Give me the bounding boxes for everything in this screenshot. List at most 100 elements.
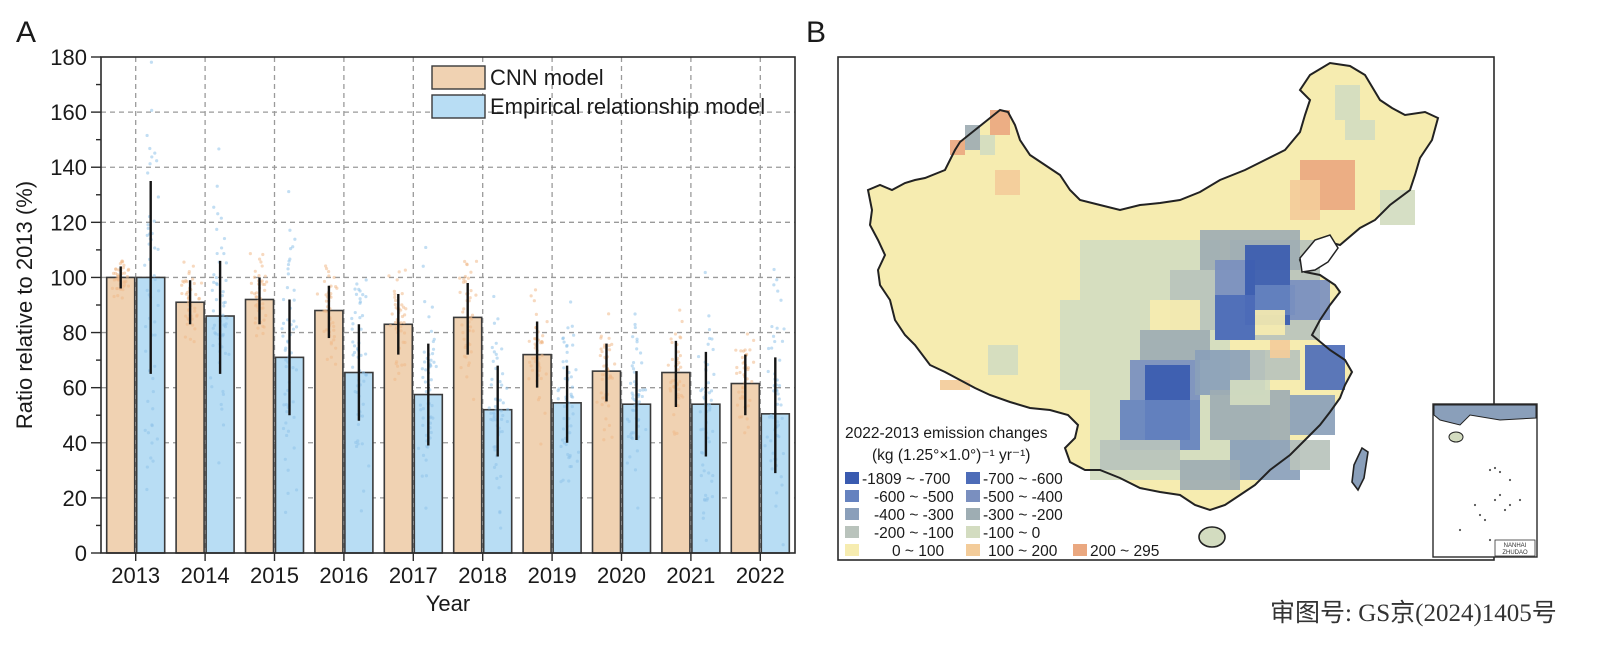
- scatter-point: [224, 278, 228, 283]
- scatter-point: [153, 333, 157, 337]
- scatter-point: [745, 332, 750, 336]
- scatter-point: [153, 246, 157, 250]
- scatter-point: [468, 325, 473, 329]
- scatter-point: [403, 363, 407, 367]
- scatter-point: [222, 301, 226, 305]
- scatter-point: [212, 323, 217, 327]
- bar-cnn-2013: [105, 276, 136, 554]
- scatter-point: [561, 336, 565, 341]
- scatter-point: [361, 402, 365, 406]
- scatter-point: [765, 435, 769, 439]
- scatter-point: [212, 205, 216, 209]
- scatter-point: [157, 289, 161, 293]
- scatter-point: [404, 307, 408, 311]
- scatter-point: [599, 334, 603, 338]
- scatter-point: [707, 440, 711, 444]
- inset-label-box: [1494, 539, 1536, 557]
- scatter-point: [253, 321, 257, 325]
- scatter-point: [429, 329, 434, 333]
- scatter-point: [220, 294, 224, 298]
- scatter-point: [224, 261, 228, 265]
- scatter-point: [780, 339, 785, 343]
- legend-swatch-empirical: [431, 94, 486, 119]
- scatter-point: [490, 377, 494, 381]
- scatter-point: [327, 269, 331, 274]
- scatter-point: [221, 392, 225, 396]
- scatter-point: [571, 343, 575, 347]
- scatter-point: [283, 510, 288, 514]
- scatter-point: [738, 370, 742, 375]
- scatter-point: [781, 543, 785, 547]
- scatter-point: [284, 358, 288, 362]
- scatter-point: [212, 273, 216, 277]
- scatter-point: [631, 367, 636, 371]
- scatter-point: [644, 427, 648, 432]
- scatter-point: [292, 446, 296, 450]
- scatter-point: [599, 391, 603, 395]
- scatter-point: [625, 461, 629, 465]
- emission-cell: [1335, 85, 1360, 120]
- scatter-point: [125, 275, 130, 279]
- scatter-point: [492, 412, 496, 416]
- scatter-point: [778, 358, 782, 362]
- scatter-point: [497, 486, 501, 490]
- scatter-point: [629, 435, 633, 439]
- scatter-point: [708, 408, 712, 412]
- scatter-point: [781, 451, 786, 456]
- bar-chart: 0 20 40 60 80 100 120 140 160 180 2013 2014 2015 2016…: [12, 45, 796, 616]
- scatter-point: [505, 386, 509, 390]
- scatter-point: [777, 383, 782, 388]
- scatter-point: [120, 259, 124, 263]
- scatter-point: [710, 495, 715, 499]
- scatter-point: [153, 320, 157, 324]
- scatter-point: [421, 264, 425, 268]
- y-tick-label: 140: [50, 155, 87, 180]
- scatter-point: [678, 354, 682, 358]
- scatter-point: [707, 471, 711, 475]
- scatter-point: [751, 360, 756, 364]
- scatter-point: [562, 366, 566, 370]
- scatter-point: [699, 389, 703, 393]
- scatter-point: [701, 451, 705, 455]
- map-legend-label: -1809 ~ -700: [862, 471, 951, 488]
- scatter-point: [494, 352, 498, 356]
- scatter-point: [397, 270, 401, 274]
- scatter-point: [707, 336, 712, 341]
- emission-cell: [1230, 380, 1270, 405]
- scatter-point: [388, 323, 393, 328]
- scatter-point: [492, 445, 496, 449]
- y-tick-label: 20: [63, 486, 87, 511]
- scatter-point: [352, 344, 357, 348]
- scatter-point: [676, 392, 680, 397]
- scatter-point: [701, 463, 705, 467]
- emission-cell: [1145, 365, 1190, 440]
- island-dot: [1493, 466, 1497, 470]
- bar-cnn-2019: [522, 353, 552, 554]
- scatter-point: [394, 327, 398, 331]
- scatter-point: [291, 366, 295, 370]
- scatter-point: [282, 403, 286, 407]
- scatter-point: [193, 306, 197, 310]
- scatter-point: [776, 420, 780, 424]
- china-border: [866, 61, 1440, 512]
- scatter-point: [734, 348, 738, 352]
- scatter-point: [562, 416, 566, 421]
- scatter-point: [220, 407, 224, 411]
- emission-cell: [988, 345, 1018, 375]
- scatter-point: [569, 392, 573, 396]
- scatter-point: [184, 314, 188, 318]
- map-legend-label: -500 ~ -400: [983, 489, 1063, 506]
- scatter-point: [144, 324, 148, 329]
- scatter-point: [677, 387, 681, 391]
- scatter-point: [112, 294, 116, 299]
- scatter-point: [399, 308, 403, 312]
- scatter-point: [746, 404, 750, 408]
- scatter-point: [288, 257, 292, 261]
- scatter-point: [640, 361, 644, 365]
- emission-cell: [1130, 360, 1200, 400]
- scatter-point: [293, 237, 297, 241]
- scatter-point: [292, 415, 296, 419]
- scatter-point: [214, 275, 218, 280]
- scatter-point: [418, 403, 423, 407]
- map-legend-label: 0 ~ 100: [892, 543, 945, 560]
